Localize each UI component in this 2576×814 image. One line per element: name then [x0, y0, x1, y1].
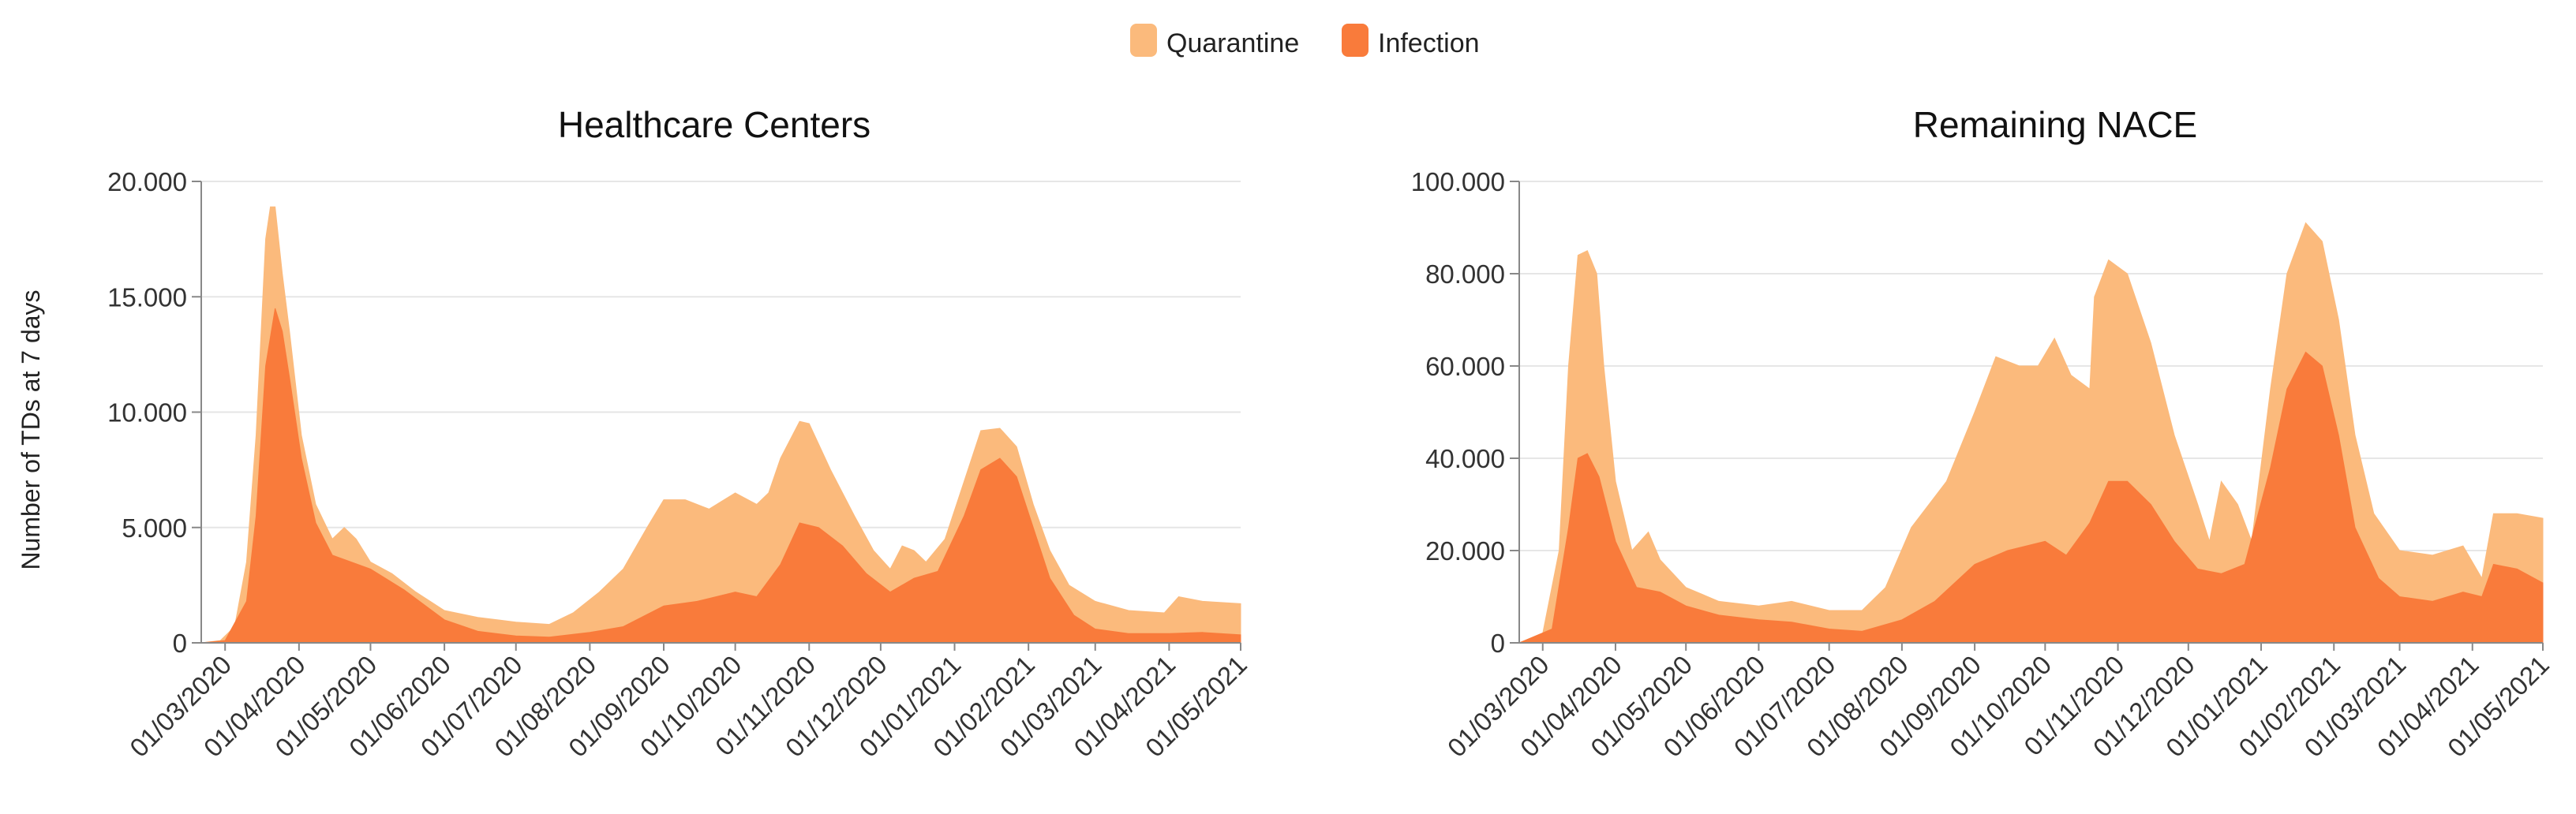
x-tick-labels: 01/03/202001/04/202001/05/202001/06/2020…	[124, 650, 1252, 763]
x-tick-labels: 01/03/202001/04/202001/05/202001/06/2020…	[1442, 650, 2555, 763]
y-tick-label: 0	[1491, 629, 1505, 658]
y-tick-label: 15.000	[107, 282, 187, 312]
legend-label-infection: Infection	[1378, 28, 1480, 58]
axes	[1510, 181, 2544, 651]
legend: Quarantine Infection	[1130, 24, 1480, 58]
y-tick-label: 5.000	[122, 513, 187, 543]
y-tick-label: 10.000	[107, 398, 187, 428]
chart-title: Healthcare Centers	[558, 104, 871, 145]
y-tick-labels: 0 5.000 10.000 15.000 20.000	[107, 167, 187, 658]
chart-title: Remaining NACE	[1913, 104, 2197, 145]
legend-swatch-quarantine	[1130, 24, 1157, 57]
area-series	[1518, 222, 2544, 644]
series-area-infection	[200, 308, 1241, 644]
legend-label-quarantine: Quarantine	[1166, 28, 1299, 58]
y-tick-label: 80.000	[1425, 260, 1505, 289]
y-tick-label: 0	[173, 629, 187, 658]
y-tick-labels: 0 20.000 40.000 60.000 80.000 100.000	[1411, 167, 1505, 658]
y-tick-label: 100.000	[1411, 167, 1505, 196]
y-tick-label: 20.000	[1425, 536, 1505, 566]
y-tick-label: 60.000	[1425, 352, 1505, 381]
chart-remaining-nace: Remaining NACE 0 20.000 40.000 60.000 80.000…	[1411, 104, 2555, 763]
series-area-infection	[1518, 351, 2544, 644]
chart-healthcare-centers: Healthcare Centers 0 5.000 10.000 15.000 20.…	[107, 104, 1252, 763]
y-axis-label: Number of TDs at 7 days	[17, 289, 45, 569]
grid-lines	[201, 181, 1241, 528]
area-series	[200, 206, 1241, 644]
y-tick-label: 20.000	[107, 167, 187, 196]
y-tick-label: 40.000	[1425, 444, 1505, 473]
axes	[192, 181, 1241, 651]
legend-swatch-infection	[1342, 24, 1368, 57]
